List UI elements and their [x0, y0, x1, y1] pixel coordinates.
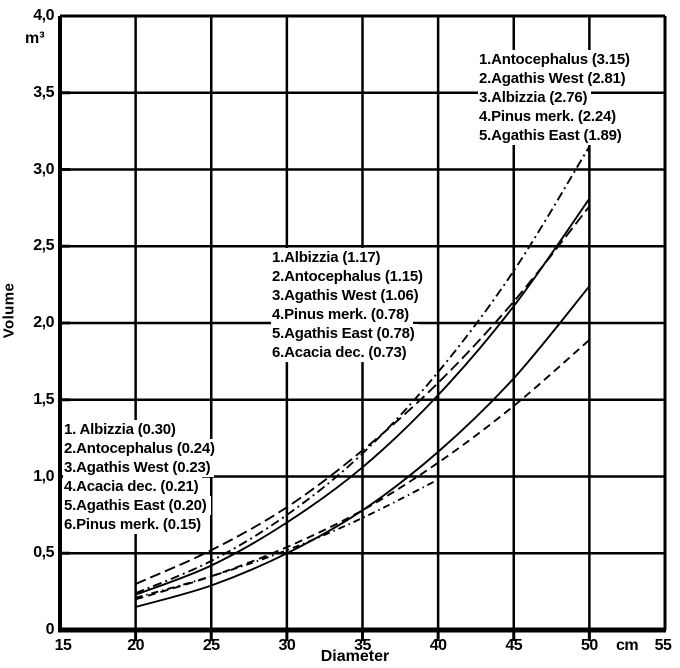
y-tick-label: 2,5 [33, 237, 54, 255]
legend-item: 5.Agathis East (0.20) [63, 496, 211, 515]
x-tick-label: 55 [654, 637, 672, 654]
y-tick-label: 0,5 [33, 544, 54, 562]
y-tick-label: 1,0 [33, 467, 54, 485]
y-axis-title: Volume [0, 282, 18, 339]
legend-middle: 1.Albizzia (1.17) 2.Antocephalus (1.15) 3.… [271, 248, 427, 362]
legend-item: 6.Acacia dec. (0.73) [271, 343, 411, 362]
legend-item: 5.Agathis East (1.89) [478, 126, 626, 145]
legend-item: 2.Agathis West (2.81) [478, 69, 630, 88]
legend-item: 4.Pinus merk. (2.24) [478, 107, 620, 126]
x-tick-label: 25 [202, 637, 220, 654]
legend-item: 5.Agathis East (0.78) [271, 324, 419, 343]
x-tick-label: 20 [127, 637, 145, 654]
x-tick-label: 30 [278, 637, 296, 654]
x-axis-title: Diameter [320, 648, 390, 665]
legend-item: 3.Albizzia (2.76) [478, 88, 592, 107]
legend-item: 3.Agathis West (1.06) [271, 286, 423, 305]
legend-item: 1.Albizzia (1.17) [271, 248, 385, 267]
legend-item: 2.Antocephalus (0.24) [63, 439, 219, 458]
legend-bottom-left: 1. Albizzia (0.30) 2.Antocephalus (0.24) 3… [63, 420, 219, 534]
y-tick-label: 3,5 [33, 83, 54, 101]
curve-acacia-dec [135, 478, 439, 599]
legend-item: 4.Acacia dec. (0.21) [63, 477, 203, 496]
y-axis-unit: m³ [25, 30, 45, 47]
x-tick-label: 15 [54, 637, 72, 654]
curve-agathis-east [135, 339, 591, 601]
x-tick-label: 40 [429, 637, 447, 654]
legend-top-right: 1.Antocephalus (3.15) 2.Agathis West (2.8… [478, 50, 634, 145]
legend-item: 1. Albizzia (0.30) [63, 420, 180, 439]
y-tick-label: 1,5 [33, 390, 54, 408]
legend-item: 2.Antocephalus (1.15) [271, 267, 427, 286]
y-tick-label: 2,0 [33, 314, 54, 331]
legend-item: 3.Agathis West (0.23) [63, 458, 215, 477]
x-axis-unit: cm [615, 637, 639, 654]
x-tick-label: 45 [505, 637, 523, 654]
curve-albizzia [135, 205, 591, 585]
y-tick-label: 0 [45, 621, 55, 638]
y-tick-label: 3,0 [33, 160, 54, 178]
x-tick-label: 50 [580, 637, 598, 654]
legend-item: 1.Antocephalus (3.15) [478, 50, 634, 69]
curve-agathis-west [135, 198, 591, 596]
legend-item: 6.Pinus merk. (0.15) [63, 515, 205, 534]
y-tick-label: 4,0 [33, 7, 54, 24]
x-tick-label: 35 [354, 637, 371, 654]
legend-item: 4.Pinus merk. (0.78) [271, 305, 413, 324]
